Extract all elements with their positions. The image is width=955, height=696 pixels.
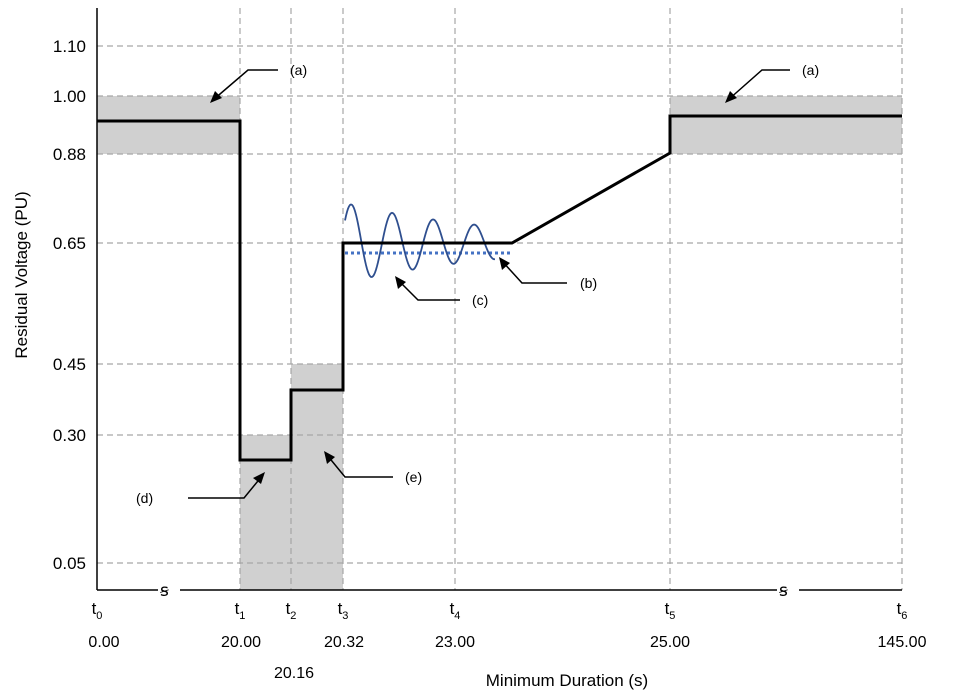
horizontal-gridlines — [97, 45, 902, 564]
y-tick-labels: 1.10 1.00 0.88 0.65 0.45 0.30 0.05 — [53, 37, 86, 573]
y-tick-label: 1.00 — [53, 87, 86, 106]
y-tick-label: 0.30 — [53, 426, 86, 445]
leader-b — [501, 260, 567, 284]
oscillation-curve — [344, 203, 496, 278]
x-tick-t-label: t0 — [92, 599, 103, 622]
x-tick-value-label: 0.00 — [88, 634, 119, 651]
annotation-label-b: (b) — [580, 275, 597, 291]
axis-break-gap-1 — [158, 583, 180, 597]
x-tick-t-label: t2 — [286, 599, 297, 622]
annotation-a-right: (a) — [725, 62, 819, 103]
x-tick-value-label: 23.00 — [435, 634, 475, 651]
x-tick-value-label: 20.00 — [221, 634, 261, 651]
x-tick-t-label: t5 — [665, 599, 676, 622]
annotation-label-d: (d) — [136, 490, 153, 506]
arrow-a-left — [210, 91, 222, 103]
x-tick-t-label: t6 — [897, 599, 908, 622]
x-tick-value-label: 20.16 — [274, 665, 314, 682]
x-tick-t-label: t4 — [450, 599, 461, 622]
arrow-a-right — [725, 91, 737, 103]
annotation-d: (d) — [136, 472, 265, 506]
annotation-label-a-right: (a) — [802, 62, 819, 78]
shaded-regions — [97, 96, 902, 590]
y-axis-label: Residual Voltage (PU) — [12, 191, 31, 358]
residual-voltage-line — [97, 114, 902, 462]
arrow-c — [395, 276, 406, 289]
x-tick-t-label: t1 — [235, 599, 246, 622]
x-tick-t-label: t3 — [338, 599, 349, 622]
axis-break-symbol-1: ꞩ — [160, 581, 169, 600]
y-tick-label: 0.05 — [53, 554, 86, 573]
annotation-e: (e) — [324, 451, 422, 485]
annotation-label-a-left: (a) — [290, 62, 307, 78]
leader-a-right — [727, 69, 790, 101]
axis-break-symbol-2: ꞩ — [779, 581, 788, 600]
x-tick-value-label: 20.32 — [324, 634, 364, 651]
y-tick-label: 0.65 — [53, 234, 86, 253]
x-tick-labels: t0 0.00 t1 20.00 t2 20.16 t3 20.32 t4 23.00 t5 25.0… — [88, 599, 926, 682]
leader-c — [397, 279, 460, 301]
leader-e — [326, 454, 393, 478]
shade-e — [291, 364, 343, 590]
arrow-e — [324, 451, 335, 464]
annotation-label-c: (c) — [472, 292, 488, 308]
shade-a-right — [670, 96, 902, 154]
leader-d — [188, 475, 263, 499]
shade-d — [240, 435, 291, 590]
leader-a-left — [212, 69, 278, 101]
x-tick-value-label: 145.00 — [878, 634, 927, 651]
shade-a-left — [97, 96, 240, 154]
annotation-a-left: (a) — [210, 62, 307, 103]
y-tick-label: 1.10 — [53, 37, 86, 56]
y-tick-label: 0.45 — [53, 355, 86, 374]
y-tick-label: 0.88 — [53, 145, 86, 164]
arrow-b — [499, 257, 510, 270]
x-tick-value-label: 25.00 — [650, 634, 690, 651]
arrow-d — [253, 472, 265, 484]
annotation-c: (c) — [395, 276, 488, 308]
axis-break-gap-2 — [777, 583, 799, 597]
annotation-b: (b) — [499, 257, 597, 291]
annotation-label-e: (e) — [405, 469, 422, 485]
x-axis-label: Minimum Duration (s) — [486, 671, 648, 690]
